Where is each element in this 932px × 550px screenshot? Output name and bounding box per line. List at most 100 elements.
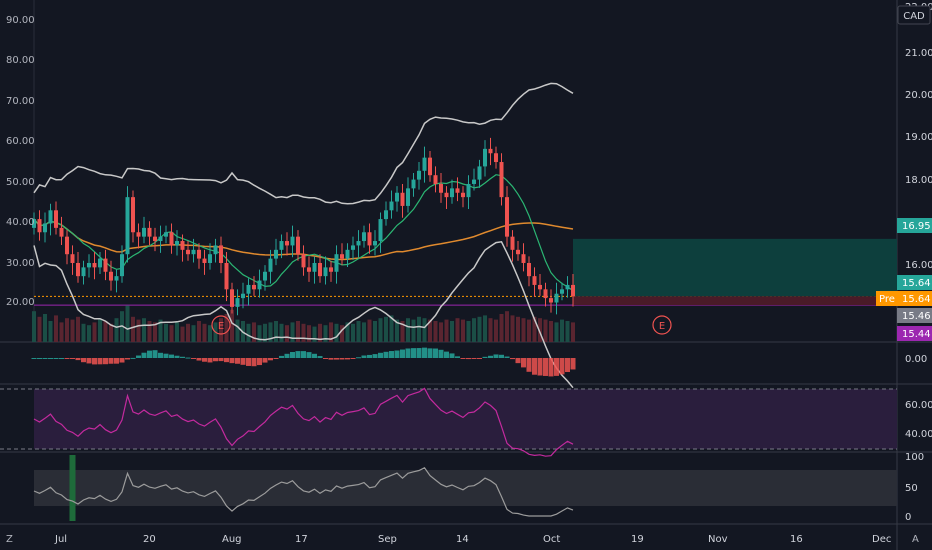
candle-body xyxy=(59,227,64,237)
volume-bar xyxy=(197,321,201,342)
rsi-indicator xyxy=(0,387,897,457)
volume-bar xyxy=(444,319,449,342)
time-axis[interactable]: Jul 20 Aug 17 Sep 14 Oct 19 Nov 16 Dec xyxy=(54,534,891,545)
macd-bar xyxy=(48,358,53,359)
macd-bar xyxy=(273,358,279,359)
macd-bar xyxy=(449,353,455,358)
volume-bar xyxy=(296,321,300,342)
volume-bar xyxy=(439,322,443,342)
earnings-marker[interactable]: E xyxy=(211,315,231,335)
volume-bar xyxy=(565,321,570,342)
candle-body xyxy=(48,210,53,224)
candle-body xyxy=(461,192,465,198)
volume-bar xyxy=(554,322,559,342)
macd-bar xyxy=(235,358,240,364)
candle-body xyxy=(422,157,427,171)
candle-body xyxy=(510,236,515,250)
candle-body xyxy=(290,236,295,246)
volume-bar xyxy=(312,326,317,342)
candle-body xyxy=(307,267,311,272)
volume-bar xyxy=(54,315,58,342)
candle-body xyxy=(483,148,487,167)
candle-body xyxy=(395,192,399,202)
volume-bar xyxy=(488,318,493,342)
svg-text:E: E xyxy=(218,321,224,332)
candle-body xyxy=(274,249,278,259)
candle-body xyxy=(477,166,482,180)
macd-bar xyxy=(383,351,389,358)
candle-body xyxy=(230,289,234,307)
time-tick: 20 xyxy=(143,534,156,545)
position-loss-zone[interactable] xyxy=(573,296,897,306)
volume-bar xyxy=(224,314,229,342)
currency-label: CAD xyxy=(903,11,925,22)
macd-bar xyxy=(394,350,400,358)
candle-body xyxy=(147,227,152,237)
macd-bar xyxy=(504,356,510,358)
macd-bar xyxy=(471,358,477,359)
rsi-tick: 40.00 xyxy=(905,429,932,440)
macd-bar xyxy=(334,358,339,360)
candle-body xyxy=(219,245,223,263)
settings-icon[interactable]: Z xyxy=(6,534,13,545)
auto-scale-icon[interactable]: A xyxy=(912,534,919,545)
volume-bar xyxy=(367,319,372,342)
macd-bar xyxy=(548,358,554,377)
macd-bar xyxy=(185,357,191,359)
time-tick: 17 xyxy=(295,534,308,545)
price-tag: 16.95 xyxy=(897,218,932,233)
macd-bar xyxy=(543,358,548,376)
macd-bar xyxy=(460,358,466,359)
price-tick: 20.00 xyxy=(905,90,932,101)
volume-bar xyxy=(450,321,454,342)
volume-bar xyxy=(125,305,130,342)
volume-bar xyxy=(32,311,36,342)
volume-bar xyxy=(323,325,328,342)
macd-bar xyxy=(240,358,246,365)
currency-button[interactable] xyxy=(897,5,931,25)
volume-bar xyxy=(356,321,361,342)
macd-bar xyxy=(196,358,202,361)
macd-bar xyxy=(400,349,405,358)
volume-bar xyxy=(274,321,278,342)
macd-bar xyxy=(59,358,64,359)
macd-bar xyxy=(301,351,306,358)
price-tag: 15.44 xyxy=(897,326,932,341)
macd-bar xyxy=(64,358,70,359)
macd-bar xyxy=(526,358,532,372)
svg-text:E: E xyxy=(659,321,665,332)
volume-bar xyxy=(147,321,152,342)
earnings-marker[interactable]: E xyxy=(652,315,672,335)
volume-bar xyxy=(202,323,207,342)
candle-body xyxy=(384,210,388,220)
volume-bar xyxy=(142,318,146,342)
candle-body xyxy=(285,241,289,246)
rsi-tick: 60.00 xyxy=(905,400,932,411)
macd-bar xyxy=(438,349,444,358)
volume-bar xyxy=(191,325,196,342)
candle-body xyxy=(54,210,58,228)
macd-bar xyxy=(125,358,130,360)
macd-bar xyxy=(136,355,141,358)
volume-tick: 60.00 xyxy=(6,136,35,147)
volume-bar xyxy=(136,319,141,342)
macd-bar xyxy=(565,358,570,373)
time-tick: Nov xyxy=(708,534,728,545)
volume-bar xyxy=(158,319,163,342)
stochastic-indicator xyxy=(33,455,897,521)
candle-body xyxy=(153,236,157,242)
stoch-line xyxy=(33,467,574,517)
candle-body xyxy=(565,284,570,290)
candle-body xyxy=(345,249,350,259)
candle-body xyxy=(32,219,36,228)
position-profit-zone[interactable] xyxy=(573,238,897,297)
volume-bar xyxy=(318,323,322,342)
volume-bar xyxy=(257,325,262,342)
candlesticks[interactable] xyxy=(32,137,575,316)
bollinger-upper xyxy=(33,82,574,205)
volume-bar xyxy=(219,318,223,342)
macd-bar xyxy=(163,353,169,358)
volume-bar xyxy=(230,309,234,342)
candle-body xyxy=(87,262,91,268)
